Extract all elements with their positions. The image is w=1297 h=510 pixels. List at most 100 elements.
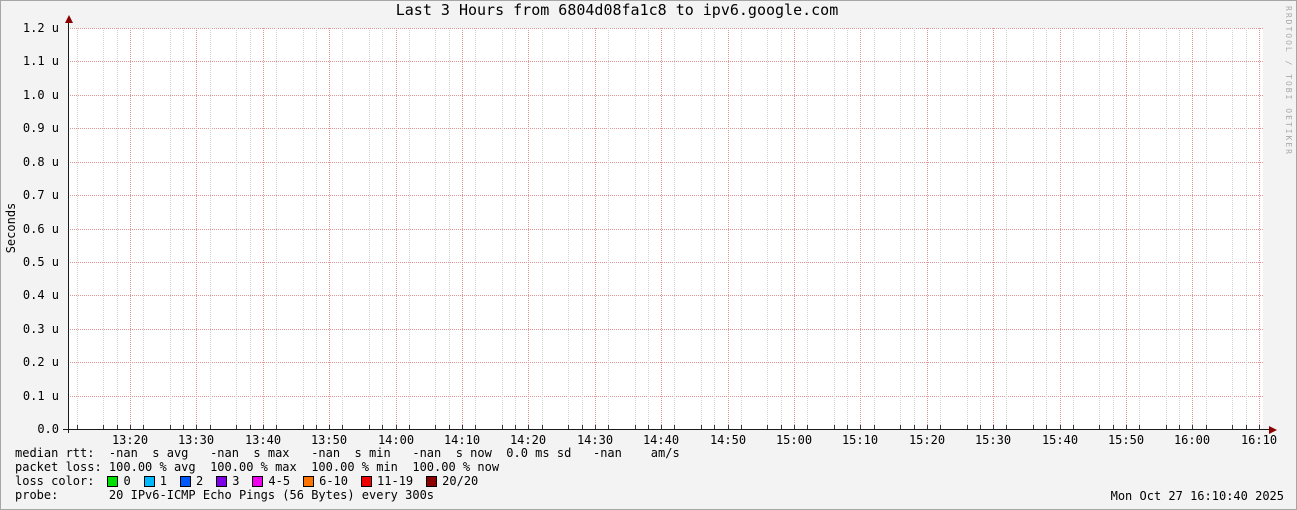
x-minor-gridline xyxy=(515,28,516,429)
loss-color-range-label: 11-19 xyxy=(377,474,414,488)
x-tick-label: 13:30 xyxy=(177,433,215,447)
x-minor-tick xyxy=(542,425,543,429)
x-major-tick xyxy=(595,425,596,429)
x-minor-gridline xyxy=(582,28,583,429)
y-major-gridline xyxy=(68,95,1263,96)
x-minor-tick xyxy=(900,425,901,429)
x-minor-gridline xyxy=(874,28,875,429)
x-minor-gridline xyxy=(1099,28,1100,429)
x-minor-gridline xyxy=(475,28,476,429)
x-minor-tick xyxy=(316,425,317,429)
x-minor-gridline xyxy=(980,28,981,429)
x-minor-tick xyxy=(250,425,251,429)
x-minor-tick xyxy=(183,425,184,429)
x-minor-tick xyxy=(674,425,675,429)
x-minor-gridline xyxy=(767,28,768,429)
y-tick-label: 0.0 xyxy=(37,422,59,436)
loss-color-swatch xyxy=(216,476,228,487)
y-tick-label: 1.2 u xyxy=(22,21,59,35)
y-tick-label: 0.1 u xyxy=(22,389,59,403)
x-minor-gridline xyxy=(847,28,848,429)
y-tick-label: 0.2 u xyxy=(22,355,59,369)
y-major-gridline xyxy=(68,28,1263,29)
x-axis-arrow-icon xyxy=(1269,426,1277,434)
x-minor-tick xyxy=(117,425,118,429)
x-major-gridline xyxy=(196,28,197,429)
x-minor-tick xyxy=(369,425,370,429)
x-minor-tick xyxy=(1046,425,1047,429)
x-minor-tick xyxy=(980,425,981,429)
x-tick-label: 14:30 xyxy=(576,433,614,447)
x-minor-tick xyxy=(940,425,941,429)
x-minor-tick xyxy=(1006,425,1007,429)
x-minor-gridline xyxy=(449,28,450,429)
y-major-gridline xyxy=(68,396,1263,397)
x-minor-gridline xyxy=(143,28,144,429)
graph-timestamp: Mon Oct 27 16:10:40 2025 xyxy=(1110,489,1284,503)
x-minor-gridline xyxy=(781,28,782,429)
x-minor-gridline xyxy=(1246,28,1247,429)
x-minor-tick xyxy=(435,425,436,429)
x-minor-tick xyxy=(1232,425,1233,429)
x-minor-tick xyxy=(582,425,583,429)
x-minor-tick xyxy=(1179,425,1180,429)
x-tick-label: 15:20 xyxy=(908,433,946,447)
x-minor-gridline xyxy=(701,28,702,429)
x-minor-gridline xyxy=(635,28,636,429)
x-minor-gridline xyxy=(502,28,503,429)
x-minor-gridline xyxy=(967,28,968,429)
x-minor-gridline xyxy=(369,28,370,429)
loss-color-item: 6-10 xyxy=(303,475,348,488)
x-minor-tick xyxy=(1139,425,1140,429)
x-minor-gridline xyxy=(103,28,104,429)
x-minor-tick xyxy=(170,425,171,429)
x-major-gridline xyxy=(130,28,131,429)
y-major-gridline xyxy=(68,128,1263,129)
x-minor-gridline xyxy=(741,28,742,429)
x-tick-label: 15:10 xyxy=(841,433,879,447)
x-tick-label: 13:20 xyxy=(111,433,149,447)
x-tick-label: 14:50 xyxy=(709,433,747,447)
x-minor-gridline xyxy=(608,28,609,429)
x-minor-tick xyxy=(143,425,144,429)
x-minor-gridline xyxy=(342,28,343,429)
x-major-gridline xyxy=(661,28,662,429)
x-tick-label: 13:50 xyxy=(310,433,348,447)
x-minor-tick xyxy=(1166,425,1167,429)
x-tick-label: 15:00 xyxy=(775,433,813,447)
loss-color-swatch xyxy=(107,476,119,487)
loss-color-label: loss color: xyxy=(15,474,95,488)
x-minor-tick xyxy=(914,425,915,429)
x-major-tick xyxy=(1192,425,1193,429)
y-major-gridline xyxy=(68,262,1263,263)
x-minor-tick xyxy=(1033,425,1034,429)
x-minor-gridline xyxy=(542,28,543,429)
x-major-gridline xyxy=(1192,28,1193,429)
x-major-tick xyxy=(1060,425,1061,429)
x-major-tick xyxy=(993,425,994,429)
rrdtool-watermark: RRDTOOL / TOBI OETIKER xyxy=(1284,6,1293,156)
x-tick-label: 15:50 xyxy=(1107,433,1145,447)
x-major-tick xyxy=(860,425,861,429)
x-minor-gridline xyxy=(1006,28,1007,429)
x-major-tick xyxy=(396,425,397,429)
loss-color-range-label: 4-5 xyxy=(268,474,291,488)
x-minor-tick xyxy=(1206,425,1207,429)
y-major-gridline xyxy=(68,195,1263,196)
x-minor-gridline xyxy=(1139,28,1140,429)
x-major-gridline xyxy=(1060,28,1061,429)
x-minor-gridline xyxy=(250,28,251,429)
x-minor-tick xyxy=(449,425,450,429)
y-major-gridline xyxy=(68,295,1263,296)
x-minor-gridline xyxy=(1046,28,1047,429)
x-minor-gridline xyxy=(303,28,304,429)
x-minor-tick xyxy=(767,425,768,429)
x-minor-gridline xyxy=(1206,28,1207,429)
x-minor-gridline xyxy=(276,28,277,429)
x-minor-tick xyxy=(834,425,835,429)
x-major-tick xyxy=(528,425,529,429)
x-minor-tick xyxy=(342,425,343,429)
x-minor-tick xyxy=(382,425,383,429)
y-tick-label: 0.9 u xyxy=(22,121,59,135)
